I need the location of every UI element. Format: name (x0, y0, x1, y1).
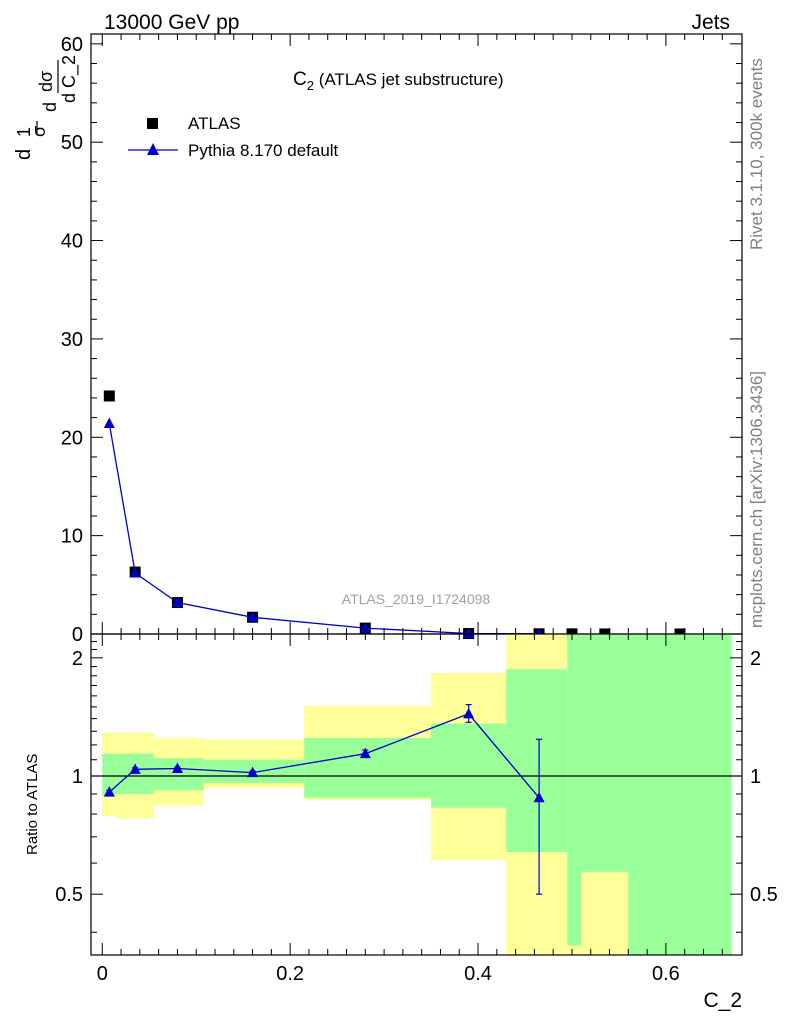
ylabel-dvar: d C_2 (59, 55, 80, 103)
ratio-y-tick-label-right: 2 (750, 648, 761, 670)
ylabel-sigma: σ (29, 126, 49, 137)
side-text-top: Rivet 3.1.10, 300k events (747, 58, 766, 250)
ratio-plot: 0 0.2 0.4 0.6 0.5 0.5 1 1 2 2 (55, 633, 778, 985)
pythia-point (359, 622, 371, 633)
ratio-y-tick-label: 1 (72, 766, 83, 788)
ratio-band-inner (304, 737, 432, 798)
header-right: Jets (691, 11, 730, 34)
x-tick-label: 0.6 (652, 963, 680, 985)
main-y-tick-label: 40 (61, 231, 83, 253)
main-y-axis-label: d 1 σ d dσ d C_2 (13, 55, 80, 160)
atlas-point (103, 390, 115, 402)
ratio-pythia-point (103, 786, 115, 797)
ratio-band-inner (567, 634, 582, 946)
ratio-band-inner (153, 758, 204, 791)
main-y-tick-label: 20 (61, 427, 83, 449)
ratio-pythia-point (463, 707, 475, 719)
ylabel-d2: d (40, 102, 60, 112)
ratio-y-tick-label-right: 1 (750, 766, 761, 788)
x-tick-label: 0 (97, 963, 108, 985)
x-tick-label: 0.4 (464, 963, 492, 985)
ratio-plot-frame (90, 633, 743, 956)
ratio-band-outer (581, 871, 629, 955)
legend-pythia-label: Pythia 8.170 default (188, 141, 339, 160)
ratio-pythia-point (129, 763, 141, 774)
legend: ATLAS Pythia 8.170 default (128, 114, 339, 160)
main-y-tick-label: 0 (72, 624, 83, 646)
main-y-tick-label: 30 (61, 329, 83, 351)
main-plot: 0 10 20 30 40 50 60 (61, 33, 743, 646)
main-y-tick-label: 60 (61, 34, 83, 56)
chart-title-sub: 2 (307, 78, 314, 93)
ratio-pythia-point (533, 791, 545, 803)
side-text-bottom: mcplots.cern.ch [arXiv:1306.3436] (747, 371, 766, 628)
pythia-point (103, 417, 115, 429)
ylabel-d1: d (13, 149, 35, 160)
main-y-tick-label: 50 (61, 132, 83, 154)
header-left: 13000 GeV pp (104, 11, 239, 34)
pythia-point (463, 627, 475, 639)
ratio-y-axis-label: Ratio to ATLAS (24, 754, 41, 855)
chart-title-rest: (ATLAS jet substructure) (314, 70, 504, 89)
x-tick-label: 0.2 (276, 963, 304, 985)
pythia-point (247, 611, 259, 622)
ratio-band-inner (506, 669, 568, 853)
ratio-pythia-point (247, 766, 259, 778)
ratio-y-tick-label: 2 (72, 648, 83, 670)
ratio-y-tick-label: 0.5 (55, 884, 83, 906)
legend-atlas-marker (147, 118, 158, 129)
analysis-watermark: ATLAS_2019_I1724098 (342, 591, 491, 607)
ylabel-one: 1 (14, 127, 34, 137)
ratio-y-tick-label-right: 0.5 (750, 884, 778, 906)
legend-pythia-marker (147, 143, 159, 155)
ratio-band-inner (102, 753, 117, 796)
x-axis-label: C_2 (703, 989, 742, 1012)
chart-title-main: C (293, 69, 307, 90)
ylabel-dsigma: dσ (36, 71, 56, 92)
main-y-tick-label: 10 (61, 526, 83, 548)
pythia-point (171, 596, 183, 608)
chart-title: C2 (ATLAS jet substructure) (293, 69, 504, 93)
ratio-band-inner (628, 634, 732, 955)
legend-atlas-label: ATLAS (188, 114, 241, 133)
pythia-point (129, 567, 141, 578)
ratio-pythia-point (171, 762, 183, 774)
ratio-pythia-point (359, 747, 371, 759)
ratio-band-inner (581, 634, 629, 872)
ratio-band-inner (431, 723, 507, 808)
